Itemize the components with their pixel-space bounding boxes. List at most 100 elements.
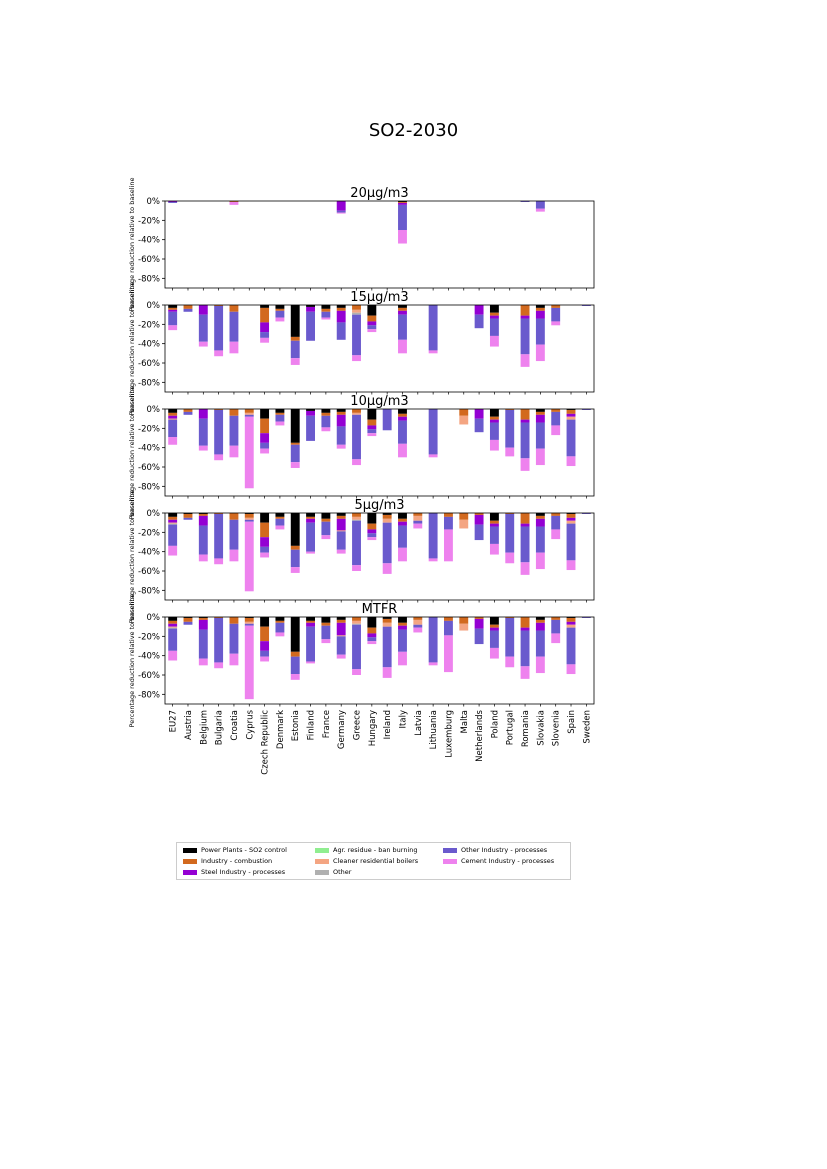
bar-spain-seg-2 (566, 517, 576, 521)
bar-belgium-seg-7 (198, 554, 208, 562)
bar-cyprus-seg-0 (244, 513, 254, 514)
bar-romania-seg-2 (520, 523, 530, 527)
bar-italy-seg-1 (398, 518, 407, 522)
y-tick-label: -80% (138, 690, 160, 700)
legend-label: Other Industry - processes (461, 846, 548, 854)
bar-lithuania-seg-7 (428, 350, 438, 354)
bar-slovakia-seg-2 (535, 414, 545, 423)
bar-ireland-seg-0 (382, 617, 392, 619)
bar-germany-seg-6 (336, 210, 346, 213)
bar-cyprus-seg-6 (244, 623, 254, 626)
bar-spain-seg-1 (566, 409, 576, 414)
bar-italy-seg-2 (398, 202, 407, 205)
bar-finland-seg-6 (306, 415, 315, 441)
bar-poland-seg-7 (489, 543, 499, 555)
y-tick-label: -40% (138, 236, 160, 246)
bar-ireland-seg-6 (382, 522, 392, 564)
x-tick-label: Latvia (414, 710, 424, 736)
bar-greece-seg-5 (352, 623, 361, 625)
bar-italy-seg-2 (398, 310, 407, 315)
x-tick-label: Austria (184, 710, 194, 740)
x-tick-label: Estonia (291, 710, 301, 741)
bar-czech-republic-seg-1 (260, 626, 270, 642)
bar-austria-seg-1 (183, 305, 193, 309)
panel-2: 15μg/m3 0% -20% -40% -60% -80%Percentage redu… (128, 282, 595, 415)
bar-croatia-seg-6 (229, 415, 239, 446)
bar-eu27-seg-2 (168, 623, 178, 627)
bar-malta-seg-4 (459, 519, 469, 529)
bar-france-seg-1 (321, 518, 331, 522)
bar-romania-seg-1 (520, 409, 530, 420)
x-tick-label: Bulgaria (215, 710, 225, 745)
bar-poland-seg-6 (489, 422, 499, 440)
bar-italy-seg-7 (398, 651, 407, 666)
bar-denmark-seg-6 (275, 414, 285, 422)
bar-germany-seg-2 (336, 201, 346, 211)
bar-sweden-seg-6 (581, 617, 591, 618)
bar-estonia-seg-0 (290, 513, 300, 546)
bar-italy-seg-7 (398, 443, 407, 458)
bar-france-seg-1 (321, 622, 331, 626)
bar-croatia-seg-1 (229, 513, 239, 520)
bar-greece-seg-6 (352, 314, 361, 356)
bar-czech-republic-seg-6 (260, 650, 270, 657)
y-axis-label: Percentage reduction relative to baselin… (128, 594, 136, 728)
bar-czech-republic-seg-6 (260, 332, 270, 338)
legend-swatch (315, 847, 329, 853)
bar-slovakia-seg-6 (535, 318, 545, 345)
bar-spain-seg-2 (566, 621, 576, 625)
bar-slovakia-seg-7 (535, 448, 545, 466)
bar-germany-seg-6 (336, 322, 346, 340)
legend-item: Cleaner residential boilers (315, 857, 418, 865)
legend-label: Agr. residue - ban burning (333, 846, 418, 854)
y-tick-label: -60% (138, 255, 160, 265)
bar-cyprus-seg-6 (244, 414, 254, 417)
bar-belgium-seg-2 (198, 305, 208, 315)
bar-malta-seg-1 (459, 513, 469, 520)
bar-lithuania-seg-6 (428, 617, 438, 663)
bar-germany-seg-0 (336, 409, 346, 412)
bar-czech-republic-seg-6 (260, 442, 270, 449)
bar-cyprus-seg-1 (244, 513, 254, 518)
bar-austria-seg-1 (183, 409, 193, 412)
bar-eu27-seg-6 (168, 201, 178, 203)
panel-title: 10μg/m3 (350, 394, 408, 409)
legend-swatch (183, 858, 197, 864)
bar-malta-seg-1 (459, 617, 469, 624)
bar-denmark-seg-1 (275, 308, 285, 311)
bar-finland-seg-2 (306, 518, 315, 523)
bar-cyprus-seg-0 (244, 617, 254, 618)
bar-greece-seg-1 (352, 305, 361, 310)
bar-italy-seg-0 (398, 513, 407, 519)
legend-item: Agr. residue - ban burning (315, 846, 418, 854)
y-tick-label: 0% (147, 613, 161, 623)
bar-greece-seg-1 (352, 409, 361, 413)
bar-germany-seg-4 (336, 530, 346, 532)
panel-title: MTFR (362, 602, 398, 617)
bar-germany-seg-4 (336, 635, 346, 637)
bar-croatia-seg-7 (229, 445, 239, 458)
bar-slovakia-seg-6 (535, 630, 545, 657)
bar-netherlands-seg-1 (474, 617, 484, 619)
bar-slovenia-seg-6 (551, 307, 561, 322)
bar-italy-seg-1 (398, 201, 407, 203)
bar-ireland-seg-0 (382, 513, 392, 515)
bar-belgium-seg-2 (198, 409, 208, 419)
bar-poland-seg-7 (489, 335, 499, 347)
panel-title: 5μg/m3 (354, 498, 404, 513)
bar-romania-seg-6 (520, 318, 530, 355)
bar-eu27-seg-1 (168, 620, 178, 624)
bar-germany-seg-6 (336, 636, 346, 655)
bar-estonia-seg-1 (290, 651, 300, 657)
bar-czech-republic-seg-2 (260, 641, 270, 651)
bar-eu27-seg-2 (168, 309, 178, 312)
bar-poland-seg-2 (489, 315, 499, 319)
legend-label: Power Plants - SO2 control (201, 846, 287, 854)
y-tick-label: -20% (138, 424, 160, 434)
bar-spain-seg-6 (566, 419, 576, 457)
bar-estonia-seg-6 (290, 549, 300, 568)
bar-france-seg-7 (321, 427, 331, 432)
bar-germany-seg-1 (336, 411, 346, 415)
bar-poland-seg-0 (489, 409, 499, 417)
bar-eu27-seg-2 (168, 519, 178, 523)
